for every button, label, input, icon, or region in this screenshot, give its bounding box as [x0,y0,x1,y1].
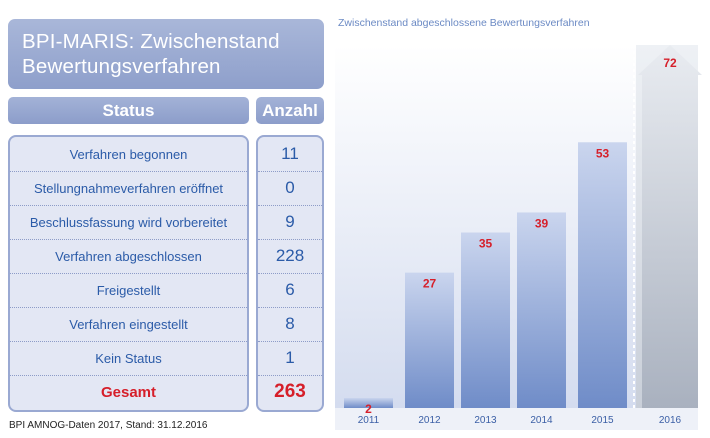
status-label: Beschlussfassung wird vorbereitet [29,214,228,230]
count-value: 8 [285,314,295,333]
status-row: Verfahren eingestellt [10,307,247,342]
status-column-header: Status [8,97,249,124]
bar-chart: Zwischenstand abgeschlossene Bewertungsv… [335,17,702,430]
axis-band [335,408,698,430]
total-row: Gesamt [10,375,247,409]
bar-2012 [405,272,454,408]
status-row: Verfahren abgeschlossen [10,239,247,274]
status-panel: Verfahren begonnen Stellungnahmeverfahre… [8,135,249,412]
count-row: 1 [258,341,322,376]
x-tick-label: 2014 [530,415,553,426]
count-value: 1 [285,348,295,367]
x-tick-label: 2012 [418,415,441,426]
status-row: Verfahren begonnen [10,137,247,172]
bar-value-label: 27 [423,277,437,291]
status-label: Freigestellt [96,282,161,298]
x-tick-label: 2011 [358,415,380,426]
count-value: 228 [275,246,305,265]
x-tick-label: 2013 [474,415,497,426]
count-row: 6 [258,273,322,308]
status-row: Freigestellt [10,273,247,308]
main-title: BPI-MARIS: Zwischenstand Bewertungsverfa… [8,19,324,89]
bar-value-label: 35 [479,237,493,251]
bar-2013 [461,232,510,408]
total-count-row: 263 [258,375,322,409]
status-label: Verfahren eingestellt [69,316,188,332]
status-row: Beschlussfassung wird vorbereitet [10,205,247,240]
main-title-line-1: BPI-MARIS: Zwischenstand [22,30,280,53]
status-label: Verfahren abgeschlossen [55,248,202,264]
count-row: 11 [258,137,322,172]
bar-2015 [578,142,627,408]
bar-value-label: 53 [596,146,610,160]
count-value: 6 [285,280,295,299]
status-label: Stellungnahmeverfahren eröffnet [33,180,224,196]
status-label: Verfahren begonnen [69,146,188,162]
count-value: 9 [285,212,295,231]
footnote: BPI AMNOG-Daten 2017, Stand: 31.12.2016 [9,420,208,431]
count-row: 0 [258,171,322,206]
total-count-value: 263 [274,381,306,402]
x-tick-label: 2016 [659,415,682,426]
status-label: Kein Status [95,350,162,366]
x-tick-label: 2015 [591,415,614,426]
total-label: Gesamt [100,383,157,401]
count-value: 11 [281,144,299,163]
count-column-header: Anzahl [256,97,324,124]
count-row: 9 [258,205,322,240]
bar-2014 [517,212,566,408]
count-value: 0 [285,178,295,197]
count-panel: 11 0 9 228 6 8 1 263 [256,135,324,412]
count-row: 8 [258,307,322,342]
bar-value-label: 2 [365,402,372,416]
status-row: Kein Status [10,341,247,376]
bar-2016 [638,45,702,408]
bar-value-label: 72 [663,56,677,70]
count-row: 228 [258,239,322,274]
bar-2011 [344,397,393,408]
status-row: Stellungnahmeverfahren eröffnet [10,171,247,206]
chart-title: Zwischenstand abgeschlossene Bewertungsv… [338,17,590,29]
bar-value-label: 39 [535,216,549,230]
main-title-line-2: Bewertungsverfahren [22,55,221,78]
